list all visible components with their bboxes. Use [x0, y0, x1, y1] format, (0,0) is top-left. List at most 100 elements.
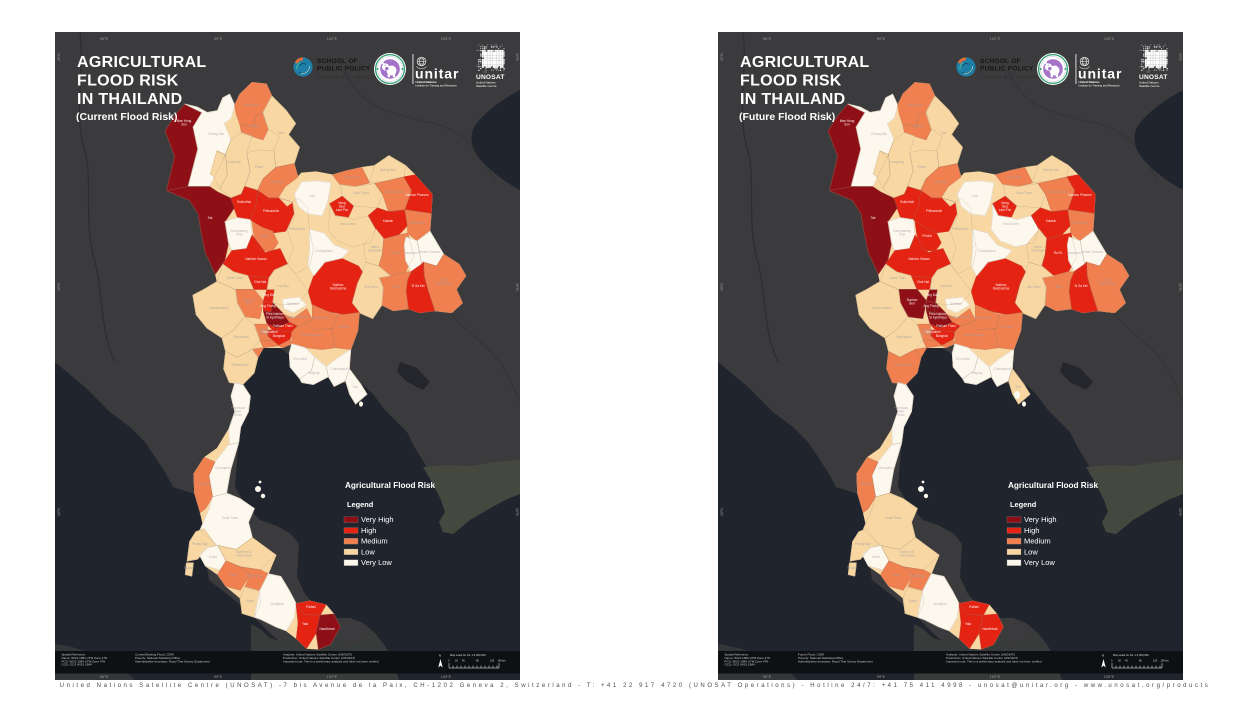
svg-text:Map scale for A3: 1:4,000,000: Map scale for A3: 1:4,000,000 — [1113, 653, 1149, 657]
svg-text:Chiang Mai: Chiang Mai — [871, 132, 887, 136]
svg-text:Current/Existing Flood: CDRI: Current/Existing Flood: CDRI — [135, 653, 174, 657]
svg-text:160 km: 160 km — [1161, 660, 1169, 663]
svg-text:Songkhla: Songkhla — [270, 602, 283, 606]
svg-text:Important note: This is a prel: Important note: This is a preliminary an… — [946, 659, 1042, 663]
svg-text:Chumphon: Chumphon — [215, 466, 231, 470]
svg-text:Phayao: Phayao — [250, 124, 261, 128]
svg-text:105°E: 105°E — [441, 37, 452, 41]
svg-text:Narathiwat: Narathiwat — [982, 627, 997, 631]
svg-text:Phrae: Phrae — [255, 165, 264, 169]
svg-text:High: High — [361, 526, 376, 535]
svg-text:IN THAILAND: IN THAILAND — [740, 91, 846, 108]
svg-text:SCHOOL OF: SCHOOL OF — [980, 58, 1021, 65]
svg-text:Administrative boundary: Royal: Administrative boundary: Royal Thai Surv… — [798, 659, 873, 663]
svg-text:Kalasin: Kalasin — [1046, 219, 1057, 223]
svg-text:20°N: 20°N — [1178, 53, 1182, 61]
svg-text:Tak: Tak — [208, 216, 213, 220]
svg-text:80: 80 — [1139, 660, 1142, 663]
svg-text:Khon Kaen: Khon Kaen — [340, 222, 356, 226]
svg-text:IN THAILAND: IN THAILAND — [77, 91, 183, 108]
svg-text:Pattani: Pattani — [306, 605, 316, 609]
svg-text:FLOOD RISK: FLOOD RISK — [77, 73, 179, 90]
svg-text:102°E: 102°E — [327, 37, 338, 41]
svg-text:Saraburi: Saraburi — [287, 302, 299, 306]
svg-text:Chiang Rai: Chiang Rai — [906, 103, 922, 107]
svg-text:105°E: 105°E — [1104, 37, 1115, 41]
svg-text:Lop Buri: Lop Buri — [940, 284, 952, 288]
svg-text:Important note: This is a prel: Important note: This is a preliminary an… — [283, 659, 379, 663]
svg-text:Phetchabun: Phetchabun — [952, 227, 969, 231]
svg-text:96°E: 96°E — [100, 37, 109, 41]
svg-text:Analysis: United Nations Satel: Analysis: United Nations Satellite Centr… — [283, 653, 352, 657]
svg-text:Sakon Nakhon: Sakon Nakhon — [1047, 190, 1068, 194]
svg-text:20°N: 20°N — [720, 53, 724, 61]
svg-text:Tak: Tak — [871, 216, 876, 220]
svg-text:120: 120 — [1153, 660, 1158, 663]
svg-text:Agricultural Flood Risk: Agricultural Flood Risk — [345, 481, 436, 490]
svg-text:15°N: 15°N — [1178, 283, 1182, 291]
svg-text:Very Low: Very Low — [361, 558, 392, 567]
svg-text:Prachin Buri: Prachin Buri — [311, 316, 328, 320]
svg-text:GCS: GCS WGS 1984: GCS: GCS WGS 1984 — [62, 663, 93, 667]
svg-text:Production: United Nations Sat: Production: United Nations Satellite Cen… — [283, 656, 355, 660]
svg-text:10°N: 10°N — [515, 508, 519, 516]
svg-text:Ang Thong: Ang Thong — [260, 304, 276, 308]
svg-text:Ratchaburi: Ratchaburi — [233, 335, 248, 339]
svg-text:Sing Buri: Sing Buri — [263, 293, 276, 297]
svg-text:99°E: 99°E — [877, 675, 886, 679]
svg-text:Roi Et: Roi Et — [391, 251, 400, 255]
svg-text:Yasothon: Yasothon — [404, 251, 417, 255]
svg-text:Phatthalung: Phatthalung — [909, 574, 926, 578]
svg-text:Administrative boundary: Royal: Administrative boundary: Royal Thai Surv… — [135, 659, 210, 663]
svg-text:Surat Thani: Surat Thani — [222, 516, 238, 520]
svg-text:Trang: Trang — [229, 573, 237, 577]
svg-text:Ranong: Ranong — [198, 482, 209, 486]
svg-text:Chiang Mai: Chiang Mai — [208, 132, 224, 136]
svg-text:20°N: 20°N — [57, 53, 61, 61]
svg-text:Bueng Kan: Bueng Kan — [380, 168, 396, 172]
svg-text:Yala: Yala — [965, 622, 971, 626]
svg-text:Phang Nga: Phang Nga — [855, 542, 871, 546]
svg-text:102°E: 102°E — [990, 675, 1001, 679]
svg-text:Uthai Thani: Uthai Thani — [227, 276, 243, 280]
svg-text:15°N: 15°N — [57, 283, 61, 291]
svg-text:40: 40 — [462, 660, 465, 663]
svg-text:Nan: Nan — [278, 131, 284, 135]
svg-text:Low: Low — [1024, 547, 1038, 556]
svg-text:Production: United Nations Sat: Production: United Nations Satellite Cen… — [946, 656, 1018, 660]
svg-text:Uthai Thani: Uthai Thani — [890, 276, 906, 280]
svg-text:Medium: Medium — [1024, 537, 1051, 546]
svg-text:Nakhon Phanom: Nakhon Phanom — [1068, 193, 1092, 197]
svg-text:Sukhothai: Sukhothai — [237, 200, 251, 204]
svg-text:Amnat Charoen: Amnat Charoen — [418, 250, 440, 254]
svg-text:Medium: Medium — [361, 537, 388, 546]
svg-text:Krabi: Krabi — [209, 555, 217, 559]
svg-text:Chon Buri: Chon Buri — [956, 357, 970, 361]
svg-text:Trat: Trat — [352, 385, 358, 389]
svg-text:Phuket: Phuket — [184, 566, 194, 570]
svg-text:Kanchanaburi: Kanchanaburi — [209, 306, 229, 310]
svg-text:Phrae: Phrae — [918, 165, 927, 169]
svg-text:Surat Thani: Surat Thani — [885, 516, 901, 520]
svg-text:Satellite Centre: Satellite Centre — [476, 84, 497, 88]
svg-text:Ang Thong: Ang Thong — [923, 304, 939, 308]
svg-text:15°N: 15°N — [720, 283, 724, 291]
svg-text:Rayong: Rayong — [972, 371, 983, 375]
svg-text:20: 20 — [455, 660, 458, 663]
svg-text:Sakon Nakhon: Sakon Nakhon — [384, 190, 405, 194]
svg-text:Low: Low — [361, 547, 375, 556]
svg-text:Satun: Satun — [246, 599, 254, 603]
svg-text:10°N: 10°N — [1178, 508, 1182, 516]
svg-text:Surin: Surin — [1055, 285, 1063, 289]
svg-text:Sing Buri: Sing Buri — [926, 293, 939, 297]
svg-text:105°E: 105°E — [1104, 675, 1115, 679]
svg-text:Pathum Thani: Pathum Thani — [273, 324, 293, 328]
svg-text:United Nations: United Nations — [476, 80, 496, 84]
svg-text:Ratchaburi: Ratchaburi — [896, 335, 911, 339]
